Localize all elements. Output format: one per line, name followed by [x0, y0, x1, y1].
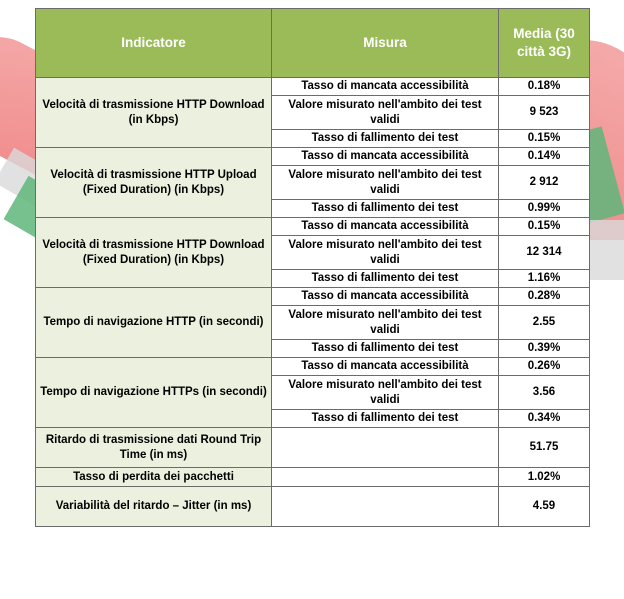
- table-row: Tasso di fallimento dei test 0.99%: [36, 199, 590, 218]
- value-cell: 12 314: [498, 235, 590, 270]
- measure-cell: Tasso di mancata accessibilità: [271, 357, 499, 376]
- value-cell: 4.59: [498, 486, 590, 527]
- measure-cell: Tasso di fallimento dei test: [271, 129, 499, 148]
- table-row: Valore misurato nell'ambito dei test val…: [36, 375, 590, 410]
- measure-cell: [271, 427, 499, 468]
- indicator-cell: Tempo di navigazione HTTPs (in secondi): [35, 357, 272, 428]
- header-media: Media (30 città 3G): [498, 8, 590, 78]
- table-row: Tempo di navigazione HTTP (in secondi) T…: [35, 287, 590, 358]
- value-cell: 2 912: [498, 165, 590, 200]
- measure-cell: Tasso di mancata accessibilità: [271, 287, 499, 306]
- table-row: Tasso di perdita dei pacchetti 1.02%: [35, 467, 590, 487]
- measure-cell: Valore misurato nell'ambito dei test val…: [271, 165, 499, 200]
- value-cell: 0.39%: [498, 339, 590, 358]
- measure-cell: Tasso di fallimento dei test: [271, 409, 499, 428]
- measure-cell: Valore misurato nell'ambito dei test val…: [271, 95, 499, 130]
- value-cell: 51.75: [498, 427, 590, 468]
- value-cell: 0.99%: [498, 199, 590, 218]
- value-cell: 1.16%: [498, 269, 590, 288]
- value-cell: 0.18%: [498, 77, 590, 96]
- indicator-cell: Tasso di perdita dei pacchetti: [35, 467, 272, 487]
- table-row: Valore misurato nell'ambito dei test val…: [36, 165, 590, 200]
- value-cell: 0.34%: [498, 409, 590, 428]
- table-row: Variabilità del ritardo – Jitter (in ms)…: [35, 486, 590, 527]
- value-cell: 0.15%: [498, 129, 590, 148]
- indicator-cell: Variabilità del ritardo – Jitter (in ms): [35, 486, 272, 527]
- indicator-cell: Velocità di trasmissione HTTP Upload (Fi…: [35, 147, 272, 218]
- measure-cell: Valore misurato nell'ambito dei test val…: [271, 375, 499, 410]
- measure-cell: Tasso di mancata accessibilità: [271, 147, 499, 166]
- header-indicatore: Indicatore: [35, 8, 272, 78]
- table-row: Ritardo di trasmissione dati Round Trip …: [35, 427, 590, 468]
- indicator-cell: Velocità di trasmissione HTTP Download (…: [35, 217, 272, 288]
- measure-cell: Tasso di mancata accessibilità: [271, 217, 499, 236]
- table-row: Valore misurato nell'ambito dei test val…: [36, 95, 590, 130]
- table-row: Tasso di fallimento dei test 1.16%: [36, 269, 590, 288]
- measure-cell: [271, 467, 499, 487]
- measure-cell: Valore misurato nell'ambito dei test val…: [271, 305, 499, 340]
- value-cell: 0.14%: [498, 147, 590, 166]
- value-cell: 1.02%: [498, 467, 590, 487]
- table-row: Tempo di navigazione HTTPs (in secondi) …: [35, 357, 590, 428]
- header-misura: Misura: [271, 8, 499, 78]
- measure-cell: [271, 486, 499, 527]
- measure-cell: Tasso di fallimento dei test: [271, 339, 499, 358]
- measure-cell: Tasso di fallimento dei test: [271, 199, 499, 218]
- decorative-gray-ribbon-right: [584, 220, 624, 280]
- indicator-cell: Velocità di trasmissione HTTP Download (…: [35, 77, 272, 148]
- indicator-cell: Ritardo di trasmissione dati Round Trip …: [35, 427, 272, 468]
- kpi-table: Indicatore Misura Media (30 città 3G) Ve…: [35, 8, 590, 527]
- header-row: Indicatore Misura Media (30 città 3G): [35, 8, 590, 78]
- measure-cell: Valore misurato nell'ambito dei test val…: [271, 235, 499, 270]
- value-cell: 2.55: [498, 305, 590, 340]
- table-row: Tasso di fallimento dei test 0.39%: [36, 339, 590, 358]
- table-row: Velocità di trasmissione HTTP Upload (Fi…: [35, 147, 590, 218]
- table-row: Velocità di trasmissione HTTP Download (…: [35, 217, 590, 288]
- table-row: Valore misurato nell'ambito dei test val…: [36, 305, 590, 340]
- value-cell: 9 523: [498, 95, 590, 130]
- table-row: Tasso di fallimento dei test 0.15%: [36, 129, 590, 148]
- table-row: Valore misurato nell'ambito dei test val…: [36, 235, 590, 270]
- table-row: Velocità di trasmissione HTTP Download (…: [35, 77, 590, 148]
- value-cell: 3.56: [498, 375, 590, 410]
- measure-cell: Tasso di fallimento dei test: [271, 269, 499, 288]
- measure-cell: Tasso di mancata accessibilità: [271, 77, 499, 96]
- indicator-cell: Tempo di navigazione HTTP (in secondi): [35, 287, 272, 358]
- value-cell: 0.15%: [498, 217, 590, 236]
- value-cell: 0.28%: [498, 287, 590, 306]
- value-cell: 0.26%: [498, 357, 590, 376]
